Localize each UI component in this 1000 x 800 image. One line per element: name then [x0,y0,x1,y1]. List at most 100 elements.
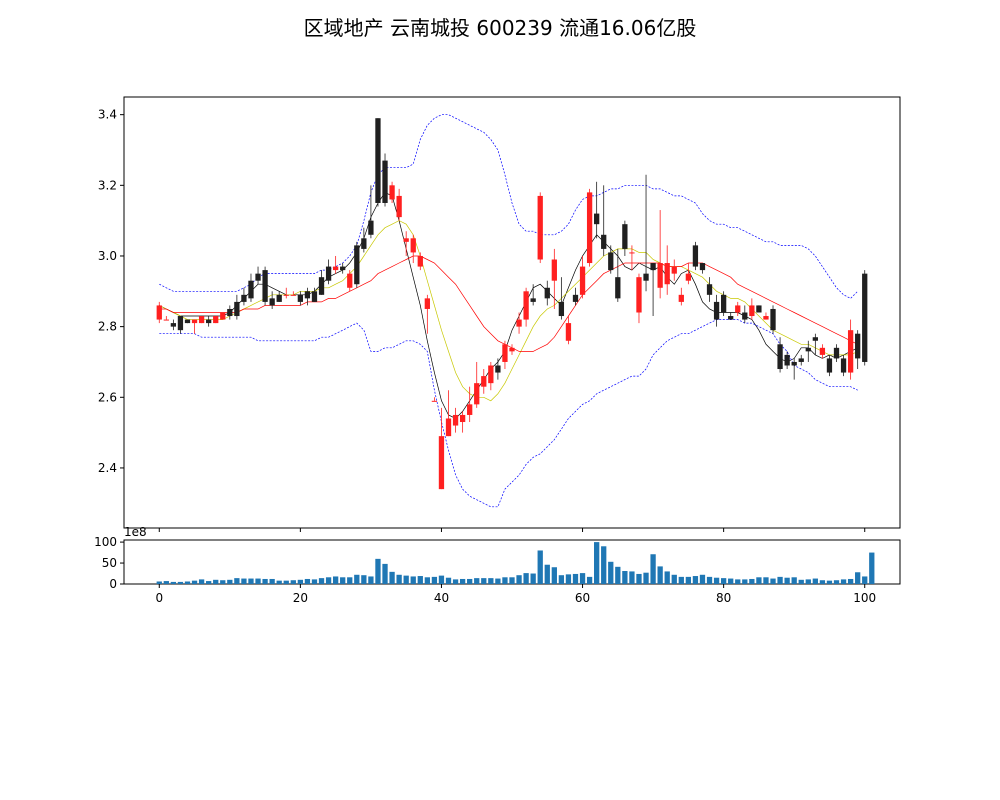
volume-bar [206,581,212,584]
candle [756,305,762,313]
candle [347,270,353,292]
candle-body [241,294,247,302]
candle [163,316,169,321]
ma-short-line [159,191,858,419]
upper-band-line [159,114,858,299]
candle [594,181,600,239]
volume-bar [664,571,670,584]
x-tick-label: 80 [716,591,731,605]
candle [177,316,184,334]
candle [191,319,198,334]
volume-y-tick-label: 50 [102,556,117,570]
price-y-tick-label: 2.8 [98,320,117,334]
candle [248,273,254,302]
candle [389,181,395,203]
candle [241,287,247,306]
candle-body [833,347,840,359]
candle [728,312,734,320]
candle [156,301,162,324]
volume-bar [431,576,438,584]
candle [664,245,670,295]
candle [678,287,684,306]
candle-body [368,220,374,235]
volume-bar [735,579,741,584]
candle [325,259,332,285]
candle-body [276,294,282,302]
candle-body [594,213,600,225]
candle-body [622,224,628,249]
volume-bar [198,579,205,584]
volume-bar [819,580,826,584]
volume-bar [156,581,162,584]
candle-body [699,263,706,271]
candle-body [523,291,529,320]
volume-bar [403,575,409,584]
candle-body [198,316,205,324]
volume-bar [177,581,184,584]
candle-body [756,305,762,313]
volume-bar [396,574,402,584]
candle [431,397,438,402]
candle [318,270,325,295]
candle-body [643,273,649,281]
candle [375,118,381,207]
candle-body [248,280,254,299]
volume-bar [488,578,494,584]
volume-bar [516,575,522,584]
volume-bar [255,578,261,584]
candle [565,316,572,345]
candle-body [495,365,501,373]
volume-bar [347,577,353,584]
candle [234,294,240,320]
candle-body [784,354,790,366]
volume-bar [572,573,579,584]
candle-body [311,291,318,302]
candle [459,411,466,433]
candle-body [438,436,445,490]
volume-bar [565,574,572,584]
volume-bar [650,554,656,584]
price-y-tick-label: 3.4 [98,108,117,122]
candle [819,344,826,359]
volume-bar [304,578,311,584]
candle [706,277,713,302]
candle-body [572,294,579,302]
candle-body [474,383,480,405]
volume-bar [869,552,875,584]
volume-bar [262,578,268,584]
volume-bar [325,577,332,584]
candle [198,316,205,324]
candle [361,227,367,253]
candle [227,305,233,320]
volume-bar [163,581,169,584]
volume-y-tick-label: 100 [94,535,117,549]
candle-body [177,316,184,331]
candle-body [862,273,868,362]
volume-bar [220,580,226,584]
volume-bar [523,573,529,584]
ma-long-line [159,255,858,352]
volume-bar [227,579,233,584]
volume-bar [798,579,804,584]
volume-bar [756,577,762,584]
candle-body [262,270,268,302]
volume-bar [509,577,515,584]
candle-body [424,298,430,309]
candle-body [389,185,395,200]
candle-body [629,252,635,254]
candle [523,287,529,327]
volume-bar [276,580,282,584]
volume-bar [749,578,755,584]
candle-body [671,266,677,274]
volume-bar [671,574,677,584]
candle-body [685,273,692,281]
volume-bar [382,563,388,584]
volume-bar [297,579,304,584]
candle [699,263,706,274]
volume-bar [495,578,501,584]
candle-body [509,347,515,352]
volume-bar [354,574,360,584]
candle [657,210,663,299]
volume-bar [812,578,818,584]
volume-bar [438,575,445,584]
